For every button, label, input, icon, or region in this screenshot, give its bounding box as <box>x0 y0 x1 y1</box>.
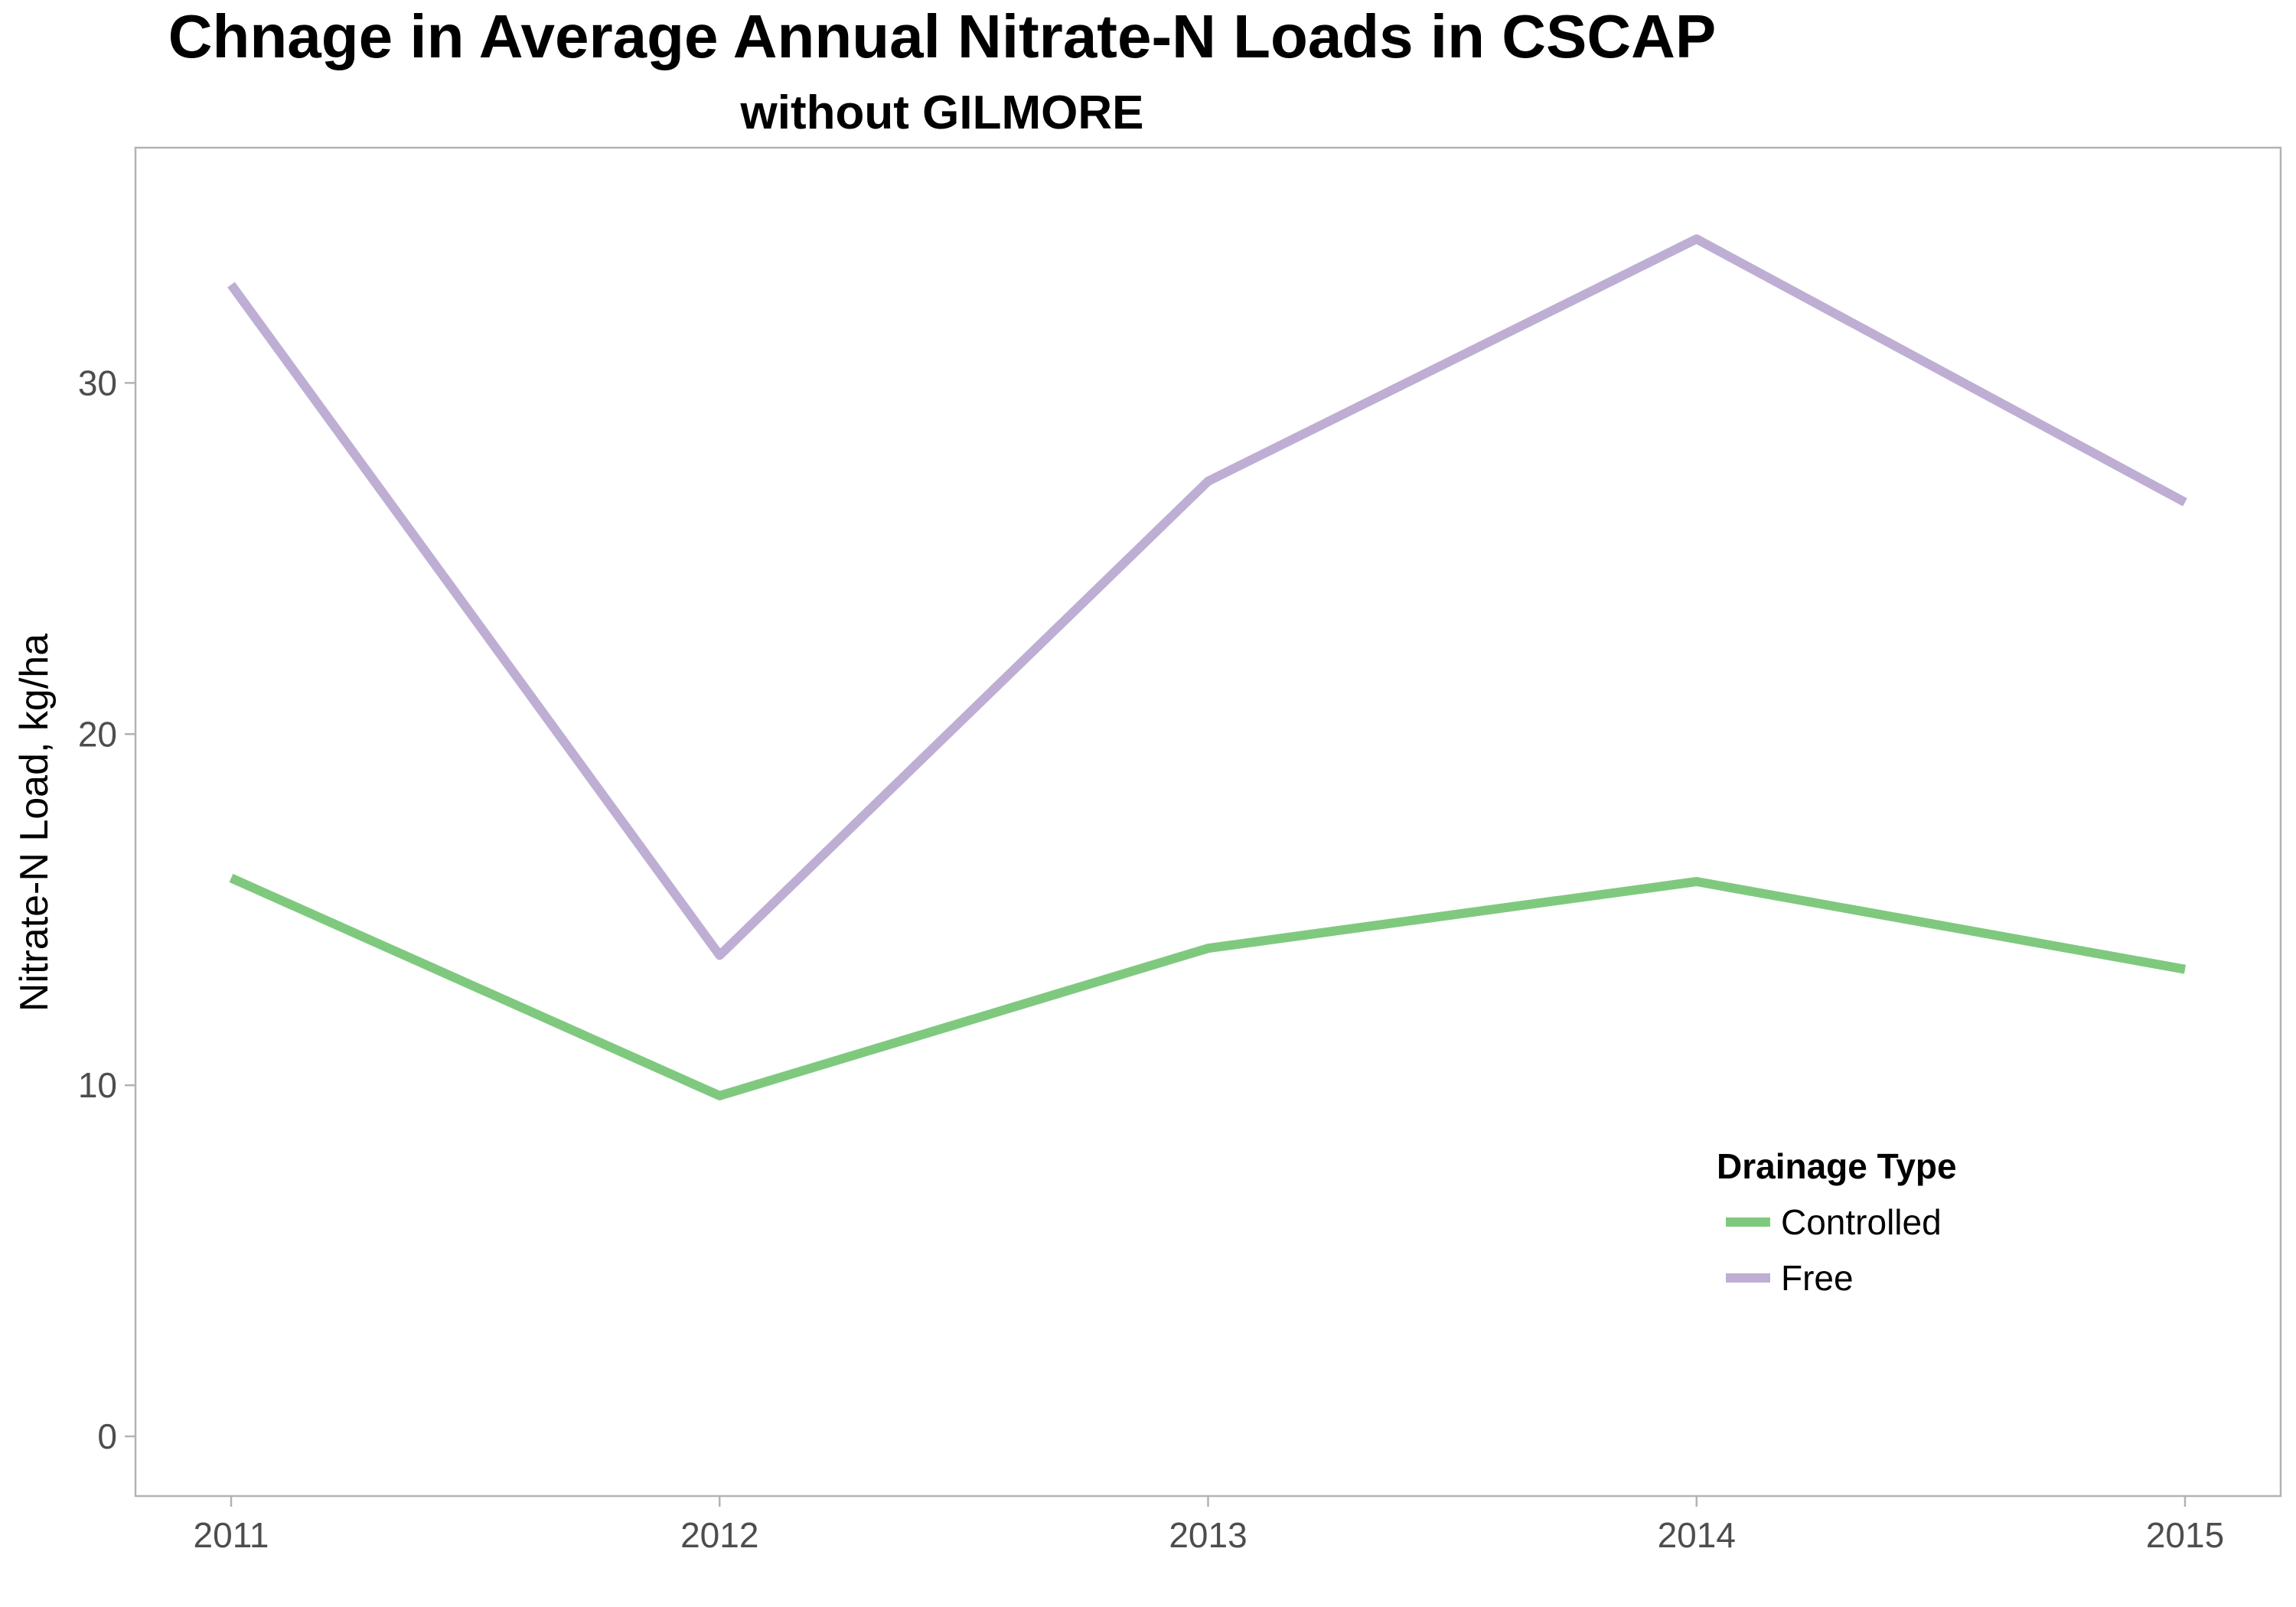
x-tick-label: 2012 <box>680 1515 758 1555</box>
chart-subtitle: without GILMORE <box>740 86 1144 139</box>
series-line-free <box>227 234 2187 960</box>
y-tick-label: 30 <box>78 363 117 403</box>
legend: Drainage Type Controlled Free <box>1717 1146 1957 1298</box>
series-lines <box>227 234 2187 1100</box>
y-tick-label: 0 <box>97 1416 117 1456</box>
y-tick-label: 20 <box>78 714 117 754</box>
series-line-controlled <box>229 873 2187 1100</box>
y-tick-label: 10 <box>78 1065 117 1105</box>
chart-title: Chnage in Average Annual Nitrate-N Loads… <box>168 2 1717 70</box>
y-axis-label: Nitrate-N Load, kg/ha <box>12 634 57 1012</box>
plot-panel-border <box>134 146 2282 1498</box>
legend-label-free: Free <box>1781 1258 1854 1298</box>
x-tick-label: 2011 <box>194 1515 269 1555</box>
x-tick-label: 2015 <box>2146 1515 2224 1555</box>
x-tick-label: 2014 <box>1658 1515 1736 1555</box>
y-axis: 0 10 20 30 <box>78 363 135 1456</box>
legend-title: Drainage Type <box>1717 1146 1957 1186</box>
x-tick-label: 2013 <box>1169 1515 1247 1555</box>
x-axis: 2011 2012 2013 2014 2015 <box>194 1496 2224 1555</box>
legend-label-controlled: Controlled <box>1781 1202 1942 1242</box>
